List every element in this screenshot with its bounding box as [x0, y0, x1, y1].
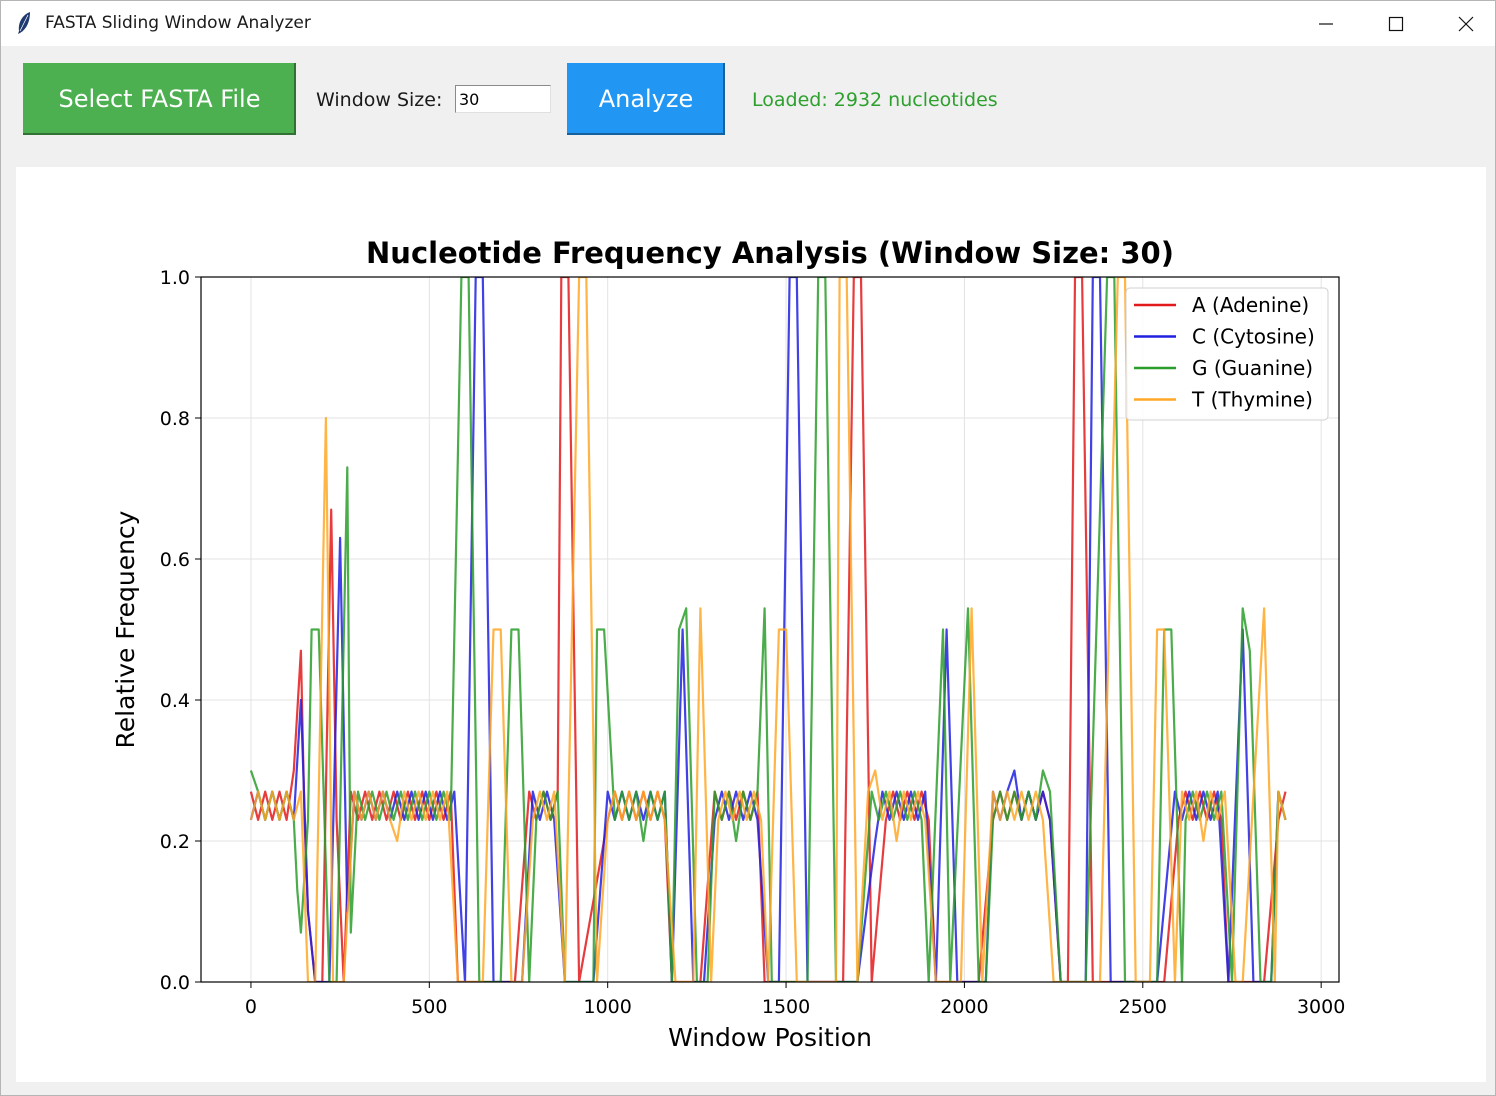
- x-axis-label: Window Position: [668, 1023, 872, 1052]
- y-tick-label: 1.0: [160, 267, 190, 289]
- x-tick-label: 3000: [1297, 996, 1345, 1018]
- legend-box: [1125, 287, 1329, 421]
- y-axis-label: Relative Frequency: [111, 510, 140, 748]
- plot-canvas: 0 500 1000 1500 2000 2500 3000 0.0 0.2 0.4 0.6 0.8 1…: [16, 167, 1486, 1082]
- axes-frame: [200, 276, 1340, 983]
- y-tick-label: 0.4: [160, 690, 190, 712]
- x-tick-label: 2000: [940, 996, 988, 1018]
- close-icon: [1458, 16, 1474, 31]
- x-tick-label: 500: [411, 996, 447, 1018]
- legend-label: G (Guanine): [1192, 356, 1313, 380]
- legend-label: A (Adenine): [1192, 293, 1309, 317]
- y-tick-label: 0.2: [160, 831, 190, 853]
- maximize-button[interactable]: [1361, 1, 1431, 46]
- x-tick-label: 1500: [762, 996, 810, 1018]
- minimize-icon: [1319, 22, 1333, 25]
- title-bar[interactable]: FASTA Sliding Window Analyzer: [1, 1, 1495, 46]
- window-size-input[interactable]: [455, 85, 551, 113]
- status-text: Loaded: 2932 nucleotides: [752, 89, 998, 111]
- window-size-label: Window Size:: [316, 89, 443, 111]
- chart-title: Nucleotide Frequency Analysis (Window Si…: [366, 236, 1174, 270]
- x-tick-label: 1000: [584, 996, 632, 1018]
- y-tick-label: 0.8: [160, 408, 190, 430]
- y-tick-label: 0.6: [160, 549, 190, 571]
- minimize-button[interactable]: [1291, 1, 1361, 46]
- series-layer: [249, 277, 1287, 982]
- chart-legend: A (Adenine) C (Cytosine) G (Guanine) T (Thy…: [1125, 287, 1329, 421]
- series-line-t: [249, 277, 1287, 982]
- legend-label: T (Thymine): [1191, 388, 1313, 412]
- frequency-chart: 0 500 1000 1500 2000 2500 3000 0.0 0.2 0.4 0.6 0.8 1…: [111, 236, 1346, 1052]
- feather-icon: [18, 12, 30, 34]
- analyze-button[interactable]: Analyze: [567, 63, 725, 135]
- window-title: FASTA Sliding Window Analyzer: [45, 13, 311, 33]
- series-line-g: [249, 277, 1287, 982]
- legend-label: C (Cytosine): [1192, 325, 1315, 349]
- select-fasta-file-button[interactable]: Select FASTA File: [23, 63, 296, 135]
- x-tick-label: 2500: [1119, 996, 1167, 1018]
- tick-layer: 0 500 1000 1500 2000 2500 3000 0.0 0.2 0.4 0.6 0.8 1…: [160, 267, 1346, 1018]
- x-tick-label: 0: [245, 996, 257, 1018]
- close-button[interactable]: [1431, 1, 1496, 46]
- y-tick-label: 0.0: [160, 972, 190, 994]
- maximize-icon: [1388, 16, 1404, 31]
